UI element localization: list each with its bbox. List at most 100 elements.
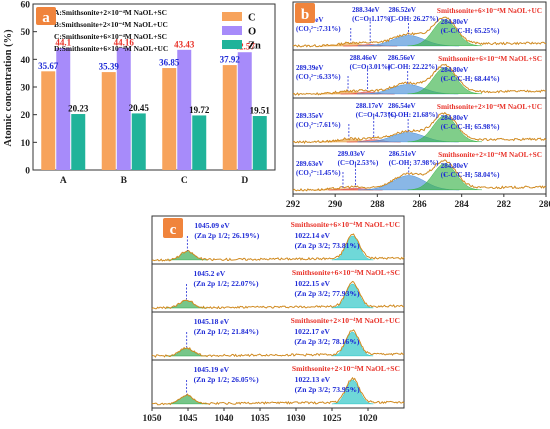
peak-assignment-label: (Zn 2p 3/2; 73.81%) (295, 241, 360, 250)
panel-a-legend: CO Zn (222, 12, 261, 52)
category-description: D:Smithsonite+6×10⁻⁴M NaOL+UC (54, 44, 168, 53)
spectrum-envelope (292, 63, 547, 96)
peak-position-label: 1045.19 eV (194, 365, 230, 374)
peak-position-label: 284.80eV (441, 18, 468, 26)
x-tick-label: 1045 (179, 414, 198, 424)
x-tick-label: 1020 (359, 414, 378, 424)
peak-assignment-label: (CO₃²⁻:6.33%) (296, 73, 341, 81)
spectrum-envelope (151, 280, 404, 310)
peak-position-label: 1022.17 eV (294, 327, 330, 336)
data-label: 37.92 (220, 55, 241, 65)
legend-swatch (222, 12, 242, 21)
x-tick-label: D (241, 176, 248, 186)
peak-position-label: 1045.18 eV (194, 317, 230, 326)
peak-component (407, 115, 482, 143)
peak-assignment-label: (Zn 2p 3/2; 77.93%) (295, 289, 360, 298)
peak-position-label: 1022.14 eV (295, 231, 331, 240)
legend-entry: Zn (248, 41, 261, 52)
peak-position-label: 284.80eV (441, 114, 468, 122)
x-tick-label: 1040 (215, 414, 234, 424)
peak-assignment-label: (Zn 2p 3/2; 73.95%) (295, 385, 360, 394)
peak-component (407, 67, 482, 95)
spectrum-title: Smithsonite+2×10⁻⁴M NaOL+SC (438, 150, 542, 159)
x-tick-label: 290 (328, 200, 343, 210)
peak-assignment-label: (Zn 2p 1/2; 21.84%) (194, 327, 259, 336)
data-label: 42.57 (235, 42, 256, 52)
y-tick-label: 50 (21, 28, 31, 38)
peak-assignment-label: (C=O;4.73%) (356, 111, 397, 119)
peak-position-label: 1045.2 eV (194, 269, 226, 278)
panel-c-x-ticks: 1050 1045 1040 1035 1030 1025 1020 (143, 408, 378, 424)
spectrum-envelope (151, 376, 405, 406)
x-tick-label: 284 (455, 200, 470, 210)
data-label: 36.85 (159, 58, 180, 68)
peak-position-label: 288.46eV (350, 54, 377, 62)
category-description: A:Smithsonite+2×10⁻⁴M NaOL+SC (54, 8, 167, 17)
spectrum-title: Smithsonite+2×10⁻⁴M NaOL+UC (437, 102, 542, 111)
data-label: 35.39 (99, 62, 120, 72)
peak-position-label: 289.03eV (338, 150, 365, 158)
spectrum-panel: Smithsonite+6×10⁻⁴M NaOL+SC 289.39eV(CO₃²… (292, 49, 547, 99)
x-tick-label: 292 (286, 200, 301, 210)
bar-c (41, 71, 56, 170)
panel-a-y-ticks: 0 10 20 30 40 50 60 (21, 1, 37, 177)
peak-position-label: 286.54eV (388, 102, 415, 110)
x-tick-label: 1050 (143, 414, 162, 424)
bar-c (101, 72, 116, 170)
x-tick-label: 282 (497, 200, 512, 210)
data-label: 44.16 (114, 37, 135, 47)
panel-a-bar-chart: 0 10 20 30 40 50 60 A B C D 35.67 44.1 20.23 35.39 44… (3, 1, 276, 186)
peak-position-label: 289.35eV (296, 112, 323, 120)
peak-position-label: 288.17eV (356, 102, 383, 110)
spectrum-envelope (292, 16, 547, 48)
peak-position-label: 289.63eV (296, 160, 323, 168)
spectrum-panel: Smithsonite+6×10⁻⁴M NaOL+UC289.26eV(CO₃²… (292, 1, 547, 51)
panel-c-label: c (170, 222, 177, 238)
panel-b-c1s-spectra: Smithsonite+6×10⁻⁴M NaOL+UC289.26eV(CO₃²… (286, 1, 550, 210)
panel-b-label-badge: b (295, 3, 315, 23)
peak-assignment-label: (C=O;3.01%) (350, 63, 391, 71)
bar-zn (131, 113, 146, 170)
spectrum-panel: Smithsonite+2×10⁻⁴M NaOL+UC 289.35eV(CO₃²… (292, 97, 547, 147)
data-label: 35.67 (38, 61, 59, 71)
legend-entry: O (248, 27, 256, 38)
peak-component (331, 235, 374, 261)
peak-assignment-label: (Zn 2p 1/2; 26.05%) (194, 375, 259, 384)
bar-o (116, 47, 131, 170)
peak-position-label: 284.80eV (441, 66, 468, 74)
peak-component (331, 331, 374, 357)
peak-assignment-label: (C-OH: 26.27%) (389, 15, 439, 23)
y-tick-label: 0 (25, 167, 30, 177)
peak-assignment-label: (Zn 2p 1/2; 26.19%) (194, 231, 259, 240)
panel-b-x-ticks: 292 290 288 286 284 282 280 (286, 194, 550, 210)
x-tick-label: 286 (412, 200, 427, 210)
peak-position-label: 286.51eV (389, 150, 416, 158)
bar-zn (252, 116, 267, 170)
legend-swatch (222, 26, 242, 35)
peak-assignment-label: (C-C/C-H; 65.98%) (441, 123, 500, 131)
x-tick-label: 280 (539, 200, 550, 210)
legend-entry: C (248, 13, 256, 24)
peak-assignment-label: (CO₃²⁻:7.31%) (296, 25, 341, 33)
peak-assignment-label: (C-OH: 22.22%) (388, 63, 438, 71)
spectrum-envelope (151, 329, 405, 358)
x-tick-label: 288 (370, 200, 385, 210)
peak-position-label: 286.56eV (388, 54, 415, 62)
peak-assignment-label: (C=O;2.53%) (338, 159, 379, 167)
bar-o (237, 52, 252, 170)
bar-zn (192, 115, 207, 170)
y-tick-label: 20 (21, 111, 31, 121)
peak-assignment-label: (C-C/C-H; 68.44%) (441, 75, 500, 83)
peak-position-label: 284.80eV (441, 162, 468, 170)
panel-b-label: b (301, 7, 309, 23)
spectrum-envelope (151, 233, 405, 262)
peak-assignment-label: (Zn 2p 1/2; 22.07%) (194, 279, 259, 288)
peak-position-label: 1022.13 eV (295, 375, 331, 384)
peak-assignment-label: (C-OH; 37.98%) (389, 159, 439, 167)
peak-position-label: 286.52eV (389, 6, 416, 14)
peak-position-label: 289.39eV (296, 64, 323, 72)
peak-position-label: 1022.15 eV (295, 279, 331, 288)
data-label: 19.72 (189, 105, 210, 115)
y-tick-label: 30 (21, 84, 31, 94)
